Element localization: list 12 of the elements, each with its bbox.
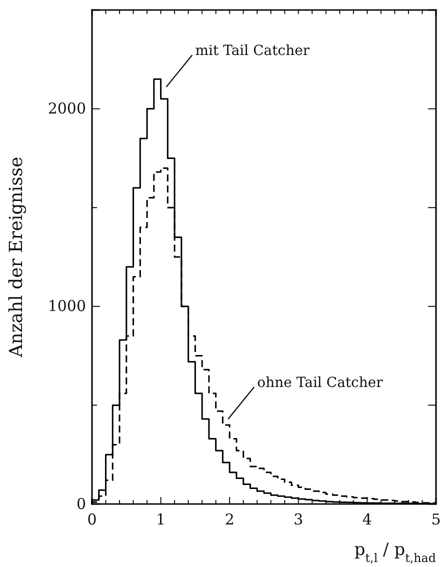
y-tick-label: 1000 xyxy=(48,297,86,316)
annotation: mit Tail Catcher xyxy=(195,43,310,60)
x-tick-label: 2 xyxy=(224,510,234,529)
x-tick-label: 5 xyxy=(431,510,440,529)
x-axis-title: p$_{t,l}$ / p$_{t,had}$ xyxy=(354,540,436,565)
x-tick-label: 4 xyxy=(362,510,372,529)
x-tick-label: 1 xyxy=(156,510,166,529)
y-tick-label: 0 xyxy=(76,494,86,513)
y-axis-title: Anzahl der Ereignisse xyxy=(6,156,27,358)
y-tick-label: 2000 xyxy=(48,100,86,118)
x-tick-label: 3 xyxy=(294,510,304,529)
annotation: ohne Tail Catcher xyxy=(257,375,384,392)
